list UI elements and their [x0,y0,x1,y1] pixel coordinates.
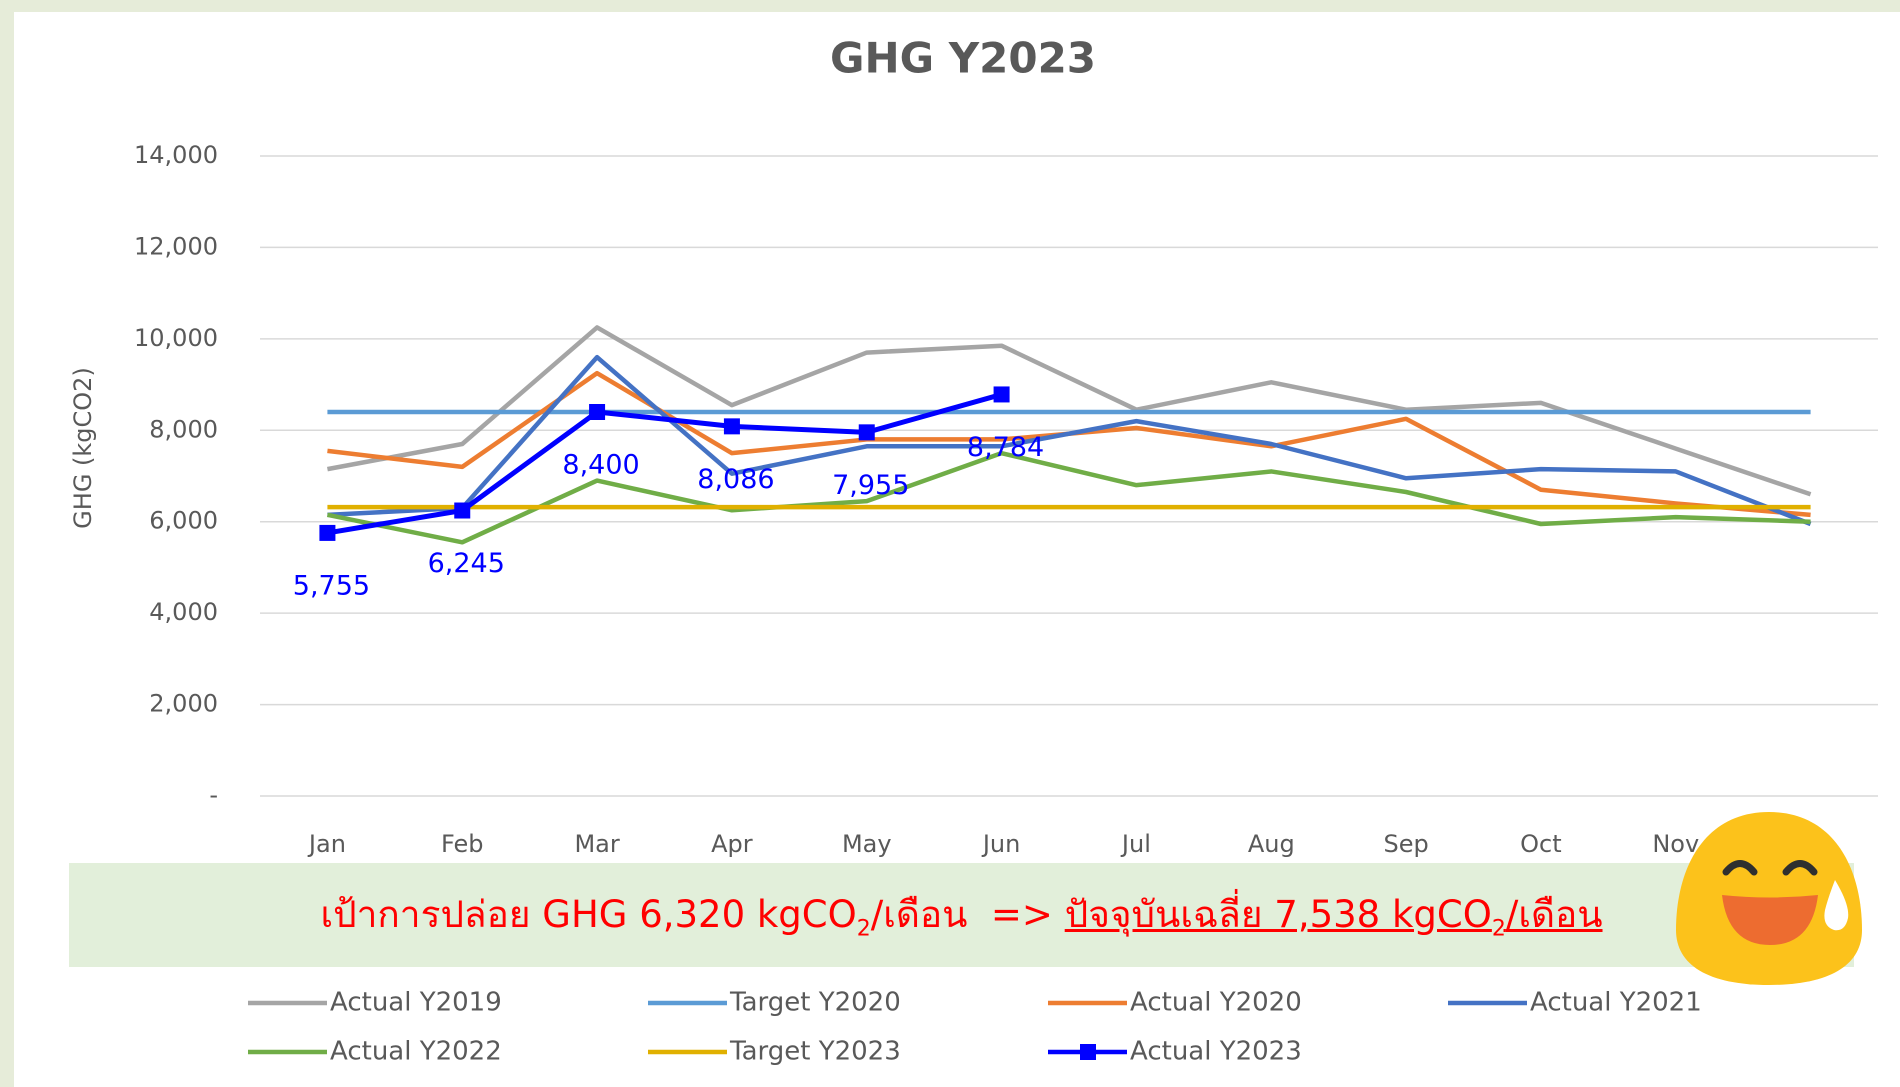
annotation-text: /เดือน [1505,893,1603,936]
y-tick-label: - [209,781,218,809]
data-label: 8,400 [562,450,639,481]
x-tick-label: Aug [1248,830,1295,858]
marker [993,386,1010,403]
marker [589,404,606,420]
x-tick-label: Nov [1652,830,1699,858]
legend-label: Actual Y2022 [330,1037,502,1067]
y-tick-label: 10,000 [134,324,218,352]
legend-marker [1080,1044,1096,1060]
series-line [327,354,1812,527]
marker [319,524,336,541]
annotation-subscript: 2 [856,916,871,942]
x-tick-label: Mar [574,830,619,858]
y-tick-label: 6,000 [149,507,218,535]
data-label: 8,086 [697,464,774,495]
annotation-text: ปัจจุบันเฉลี่ย 7,538 kgCO [1064,893,1492,936]
y-tick-label: 8,000 [149,415,218,443]
y-axis-label: GHG (kgCO2) [69,367,97,529]
y-tick-label: 14,000 [134,141,218,169]
x-tick-label: Oct [1520,830,1562,858]
marker [723,418,740,435]
x-tick-label: Sep [1383,830,1428,858]
x-tick-label: May [842,830,892,858]
legend-label: Actual Y2020 [1130,988,1302,1018]
annotation-text: ปัจจุบันเฉลี่ย 7,538 kgCO2/เดือน [1064,893,1603,941]
legend-label: Target Y2020 [729,988,901,1018]
data-label: 8,784 [967,432,1044,463]
x-tick-label: Dec [1787,830,1833,858]
annotation-banner: เป้าการปล่อย GHG 6,320 kgCO2/เดือน => ปั… [69,863,1854,967]
annotation-text: เป้าการปล่อย GHG 6,320 kgCO [320,893,857,936]
x-tick-label: Feb [441,830,484,858]
marker [858,424,875,441]
data-label: 7,955 [832,470,909,501]
x-tick-label: Apr [711,830,753,858]
x-tick-label: Jul [1120,830,1151,858]
legend-label: Actual Y2023 [1130,1037,1302,1067]
legend-label: Actual Y2021 [1530,988,1702,1018]
y-tick-label: 4,000 [149,598,218,626]
y-tick-label: 2,000 [149,690,218,718]
series-line [327,392,1003,536]
legend-label: Target Y2023 [729,1037,901,1067]
annotation-text: /เดือน => [870,893,1065,936]
y-tick-label: 12,000 [134,232,218,260]
data-label: 6,245 [428,548,505,579]
marker [454,502,471,519]
plot: - 2,000 4,000 6,000 8,000 10,000 12,000 14,000 J… [134,141,1878,858]
annotation-subscript: 2 [1491,916,1506,942]
x-tick-label: Jun [981,830,1021,858]
series-line [326,450,1811,545]
chart-title: GHG Y2023 [830,34,1096,83]
x-tick-label: Jan [307,830,346,858]
legend-label: Actual Y2019 [330,988,502,1018]
data-label: 5,755 [293,570,370,601]
